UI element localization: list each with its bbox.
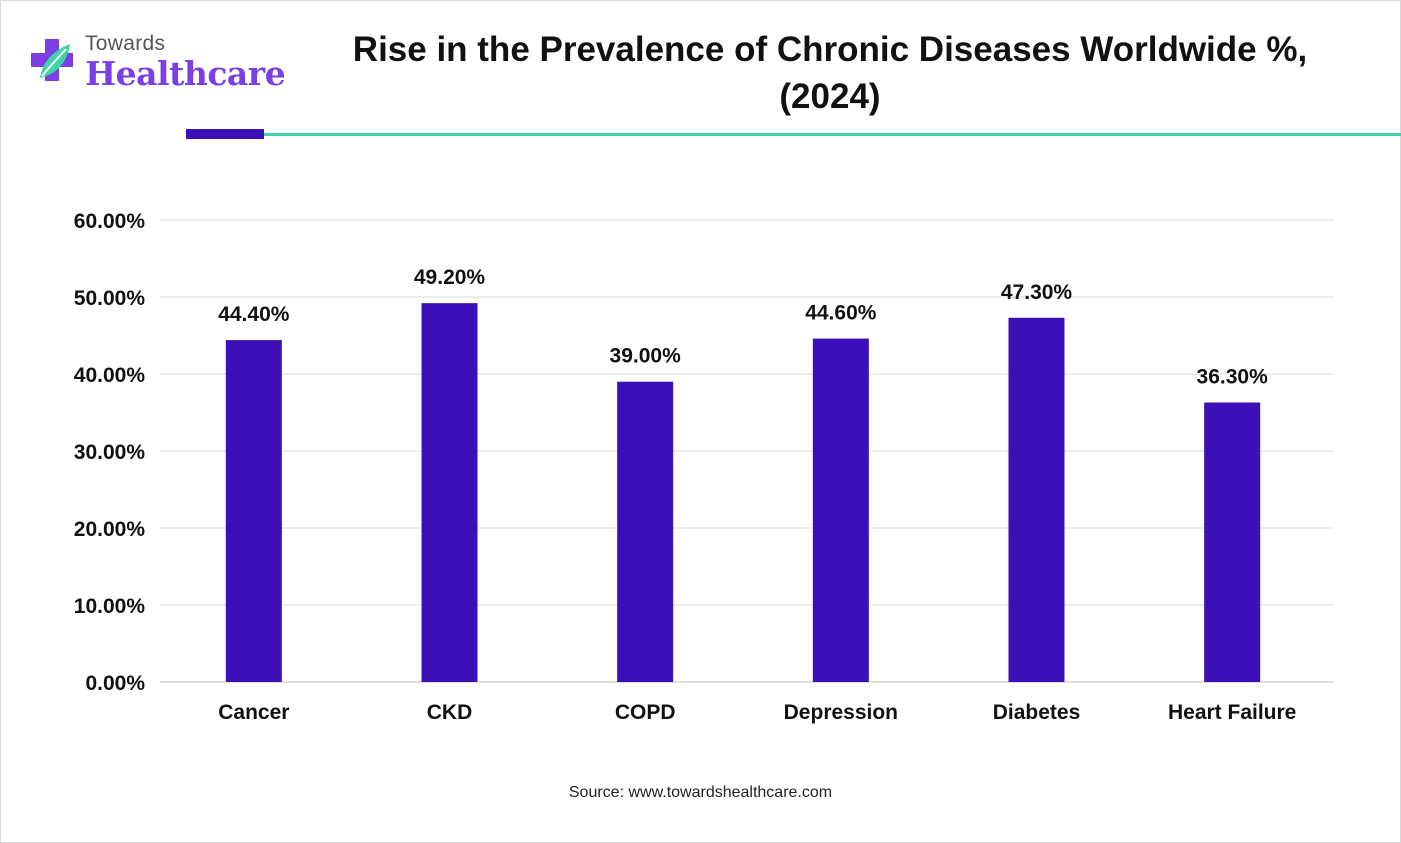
source-note: Source: www.towardshealthcare.com — [568, 784, 833, 801]
chart-title-line1: Rise in the Prevalence of Chronic Diseas… — [352, 30, 1308, 69]
y-tick-label: 50.00% — [74, 287, 146, 310]
brand-line2: Healthcare — [85, 54, 286, 93]
data-label: 36.30% — [1197, 365, 1269, 388]
data-label: 47.30% — [1001, 281, 1073, 304]
x-tick-label: CKD — [427, 701, 473, 724]
bar — [812, 338, 869, 682]
y-tick-label: 0.00% — [85, 672, 145, 695]
chart-title-line2: (2024) — [779, 77, 881, 116]
y-tick-label: 30.00% — [74, 441, 146, 464]
x-tick-label: COPD — [615, 701, 676, 724]
bar — [225, 340, 282, 682]
bar — [617, 381, 674, 682]
y-tick-label: 20.00% — [74, 518, 146, 541]
brand-logo[interactable]: Towards Healthcare — [28, 32, 286, 102]
x-tick-label: Heart Failure — [1168, 701, 1296, 724]
x-tick-label: Diabetes — [993, 701, 1081, 724]
data-label: 39.00% — [610, 345, 682, 368]
brand-line1: Towards — [85, 32, 166, 55]
y-tick-label: 40.00% — [74, 364, 146, 387]
y-tick-label: 10.00% — [74, 595, 146, 618]
bar — [1008, 317, 1065, 682]
title-accent-bar — [186, 129, 264, 139]
data-label: 49.20% — [414, 266, 486, 289]
data-label: 44.60% — [805, 302, 877, 325]
chart-title: Rise in the Prevalence of Chronic Diseas… — [290, 26, 1370, 120]
data-label: 44.40% — [218, 303, 290, 326]
bar — [1204, 402, 1261, 682]
title-divider — [264, 133, 1401, 136]
y-tick-label: 60.00% — [74, 210, 146, 233]
medical-cross-leaf-icon — [31, 39, 73, 81]
bar — [421, 303, 478, 682]
x-tick-label: Depression — [784, 701, 898, 724]
x-tick-label: Cancer — [218, 701, 289, 724]
